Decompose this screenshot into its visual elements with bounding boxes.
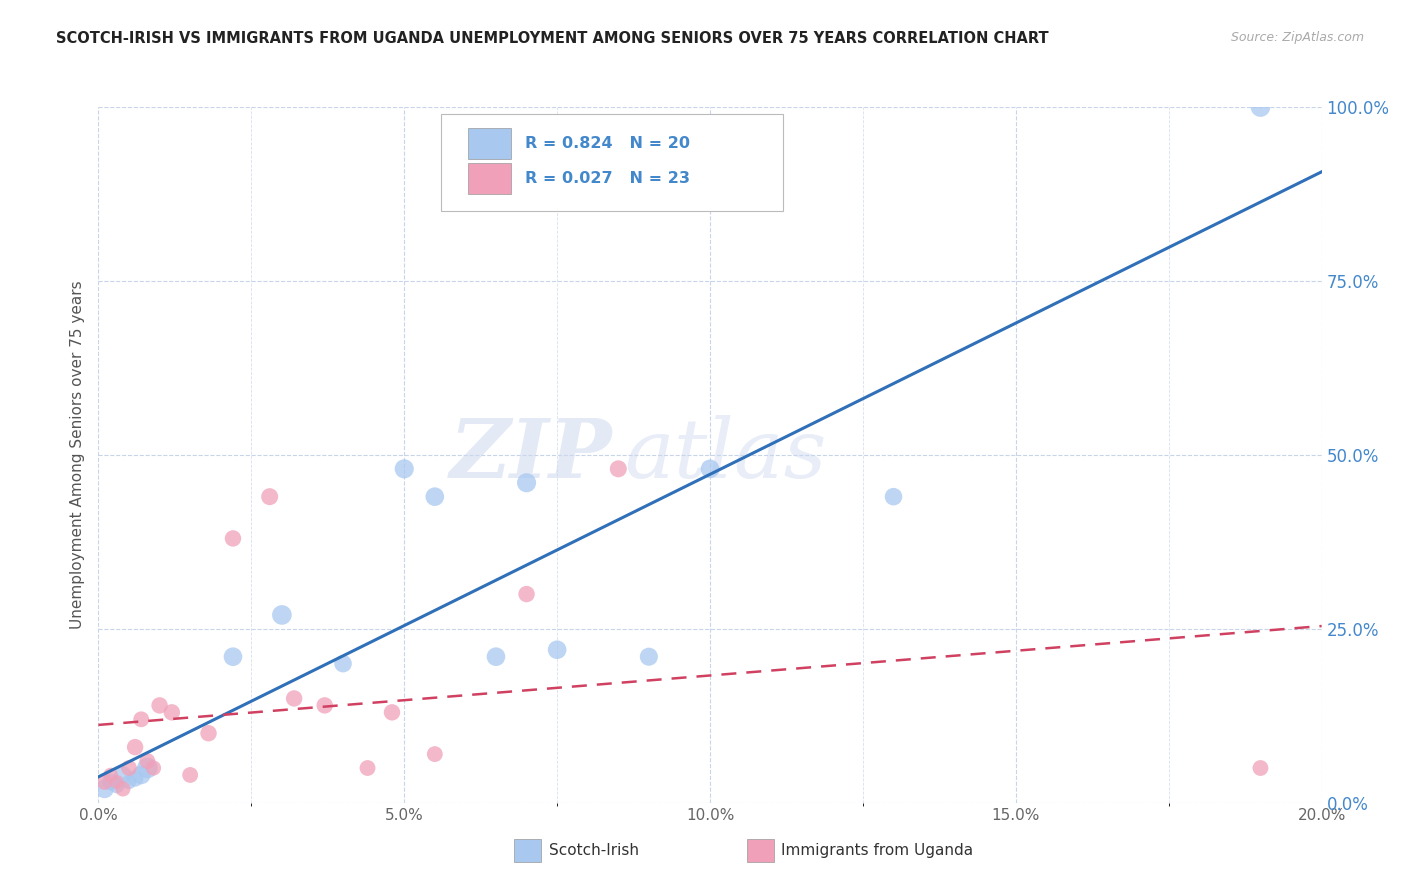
Point (129, 712, 152, 726)
Bar (747, 839, 773, 862)
Point (356, 761, 378, 775)
Text: R = 0.027   N = 23: R = 0.027 N = 23 (526, 171, 690, 186)
Text: SCOTCH-IRISH VS IMMIGRANTS FROM UGANDA UNEMPLOYMENT AMONG SENIORS OVER 75 YEARS : SCOTCH-IRISH VS IMMIGRANTS FROM UGANDA U… (56, 31, 1049, 46)
Point (142, 761, 165, 775)
Point (105, 778, 128, 792)
Point (392, 462, 416, 476)
Point (1249, 761, 1271, 775)
Point (129, 768, 152, 782)
Point (100, 768, 122, 782)
Point (423, 747, 446, 761)
Text: Immigrants from Uganda: Immigrants from Uganda (780, 843, 973, 858)
Point (100, 775, 122, 789)
Point (283, 691, 305, 706)
Point (136, 761, 159, 775)
Text: ZIP: ZIP (450, 415, 612, 495)
Point (179, 768, 201, 782)
Point (1249, 100, 1271, 114)
Point (259, 490, 281, 504)
Point (222, 532, 245, 546)
Point (546, 642, 568, 657)
Point (93, 775, 115, 789)
Point (270, 607, 292, 622)
Point (149, 698, 172, 713)
Point (381, 706, 404, 720)
Point (332, 657, 354, 671)
Point (637, 649, 661, 664)
Point (124, 772, 146, 786)
Point (118, 761, 141, 775)
Point (111, 781, 134, 796)
Point (111, 768, 134, 782)
Point (222, 649, 245, 664)
Point (607, 462, 630, 476)
Point (485, 649, 508, 664)
Text: Source: ZipAtlas.com: Source: ZipAtlas.com (1230, 31, 1364, 45)
Text: Scotch-Irish: Scotch-Irish (548, 843, 638, 858)
Bar (515, 839, 541, 862)
Point (314, 698, 336, 713)
Point (516, 475, 538, 490)
Bar (468, 162, 510, 194)
Point (118, 775, 141, 789)
Point (124, 740, 146, 755)
Bar (468, 128, 510, 159)
Point (516, 587, 538, 601)
Text: atlas: atlas (624, 415, 827, 495)
Y-axis label: Unemployment Among Seniors over 75 years: Unemployment Among Seniors over 75 years (70, 281, 86, 629)
Point (197, 726, 219, 740)
FancyBboxPatch shape (441, 114, 783, 211)
Point (136, 754, 159, 768)
Point (699, 462, 721, 476)
Point (423, 490, 446, 504)
Point (93, 781, 115, 796)
Point (160, 706, 183, 720)
Point (883, 490, 905, 504)
Text: R = 0.824   N = 20: R = 0.824 N = 20 (526, 136, 690, 151)
Point (105, 775, 128, 789)
